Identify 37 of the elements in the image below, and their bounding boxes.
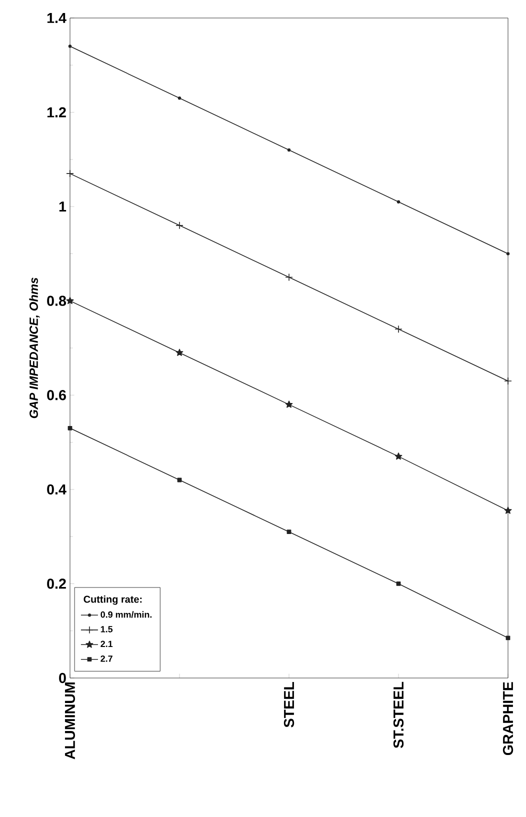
point [68, 44, 72, 48]
y-axis-title: GAP IMPEDANCE, Ohms [29, 278, 40, 418]
y-tick-label: 0 [59, 672, 66, 684]
x-tick-label: STEEL [284, 682, 294, 728]
legend-label: 1.5 [100, 626, 113, 632]
y-tick-label: 1 [59, 202, 66, 212]
point [504, 506, 512, 514]
point [396, 200, 400, 204]
y-tick-label: 0.6 [47, 390, 66, 400]
y-tick-label: 0.4 [47, 484, 66, 495]
legend-label: 0.9 mm/min. [100, 611, 152, 618]
point [176, 222, 184, 230]
point [176, 348, 184, 356]
point [68, 426, 72, 430]
y-tick-label: 1.2 [47, 107, 66, 118]
point [506, 252, 510, 256]
legend-title: Cutting rate: [84, 595, 142, 605]
point [285, 273, 293, 282]
y-tick-label: 1.4 [47, 13, 66, 23]
x-tick-label: ST.STEEL [393, 682, 404, 748]
point [285, 400, 293, 408]
x-tick-label: GRAPHITE [502, 682, 514, 756]
legend-label: 2.7 [100, 655, 112, 662]
point [396, 582, 401, 586]
point [66, 170, 74, 178]
y-tick-label: 0.8 [47, 296, 66, 306]
legend-label: 2.1 [100, 640, 113, 648]
point [178, 96, 182, 100]
point [287, 148, 291, 152]
point [66, 296, 74, 304]
point [394, 325, 402, 334]
point [286, 530, 292, 534]
x-tick-label: ALUMINUM [64, 682, 76, 760]
point [504, 377, 512, 385]
point [506, 636, 510, 640]
y-tick-label: 0.2 [47, 578, 66, 589]
point [394, 452, 402, 460]
